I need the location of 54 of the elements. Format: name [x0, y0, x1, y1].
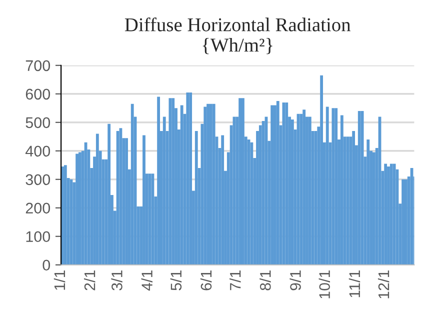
- bar: [320, 75, 323, 265]
- x-tick-label: 5/1: [170, 270, 182, 290]
- bar: [116, 130, 120, 265]
- bar: [76, 154, 79, 265]
- y-tick-label: 200: [26, 202, 50, 214]
- y-tick-label: 300: [26, 174, 50, 186]
- bar: [142, 135, 146, 265]
- bar: [358, 110, 361, 265]
- bar: [308, 116, 312, 265]
- x-tick-label: 1/1: [54, 270, 66, 290]
- x-tick-label: 6/1: [200, 270, 212, 290]
- bar: [189, 92, 192, 265]
- bar: [204, 106, 207, 265]
- bar: [366, 139, 370, 265]
- x-tick-label: 8/1: [260, 270, 271, 290]
- y-tick-label: 100: [26, 231, 50, 242]
- x-tick-label: 11/1: [348, 270, 360, 298]
- y-tick-label: 600: [26, 88, 50, 100]
- bar: [392, 164, 396, 265]
- bar: [130, 104, 134, 265]
- x-tick-label: 4/1: [141, 270, 152, 291]
- y-tick-label: 0: [42, 260, 50, 271]
- x-tick-label: 12/1: [378, 270, 390, 298]
- x-tick-label: 9/1: [290, 270, 301, 290]
- bar: [334, 108, 338, 265]
- bar: [186, 92, 190, 265]
- y-tick-label: 700: [26, 60, 50, 72]
- chart-title: Diffuse Horizontal Radiation {Wh/m²}: [124, 17, 351, 54]
- bar: [285, 102, 288, 265]
- bar: [194, 130, 198, 265]
- x-tick-label: 2/1: [84, 270, 96, 290]
- bar: [250, 142, 254, 265]
- bar: [332, 108, 335, 265]
- bar: [326, 106, 329, 265]
- bar: [108, 124, 111, 265]
- bar: [300, 114, 303, 265]
- bar: [157, 96, 160, 265]
- bar: [262, 120, 265, 265]
- bar: [390, 164, 393, 265]
- bar: [168, 98, 172, 265]
- bar: [162, 116, 166, 265]
- x-tick-label: 3/1: [111, 270, 122, 290]
- x-tick-label: 7/1: [230, 270, 241, 290]
- bar: [276, 101, 280, 265]
- y-tick-label: 400: [25, 146, 50, 157]
- y-tick-label: 500: [26, 117, 50, 128]
- bar: [148, 174, 152, 265]
- bar: [172, 98, 175, 265]
- bar: [180, 105, 184, 265]
- bar: [64, 165, 67, 265]
- bar: [221, 135, 224, 265]
- bar: [212, 104, 216, 265]
- x-tick-label: 10/1: [318, 270, 330, 298]
- bar: [402, 179, 404, 265]
